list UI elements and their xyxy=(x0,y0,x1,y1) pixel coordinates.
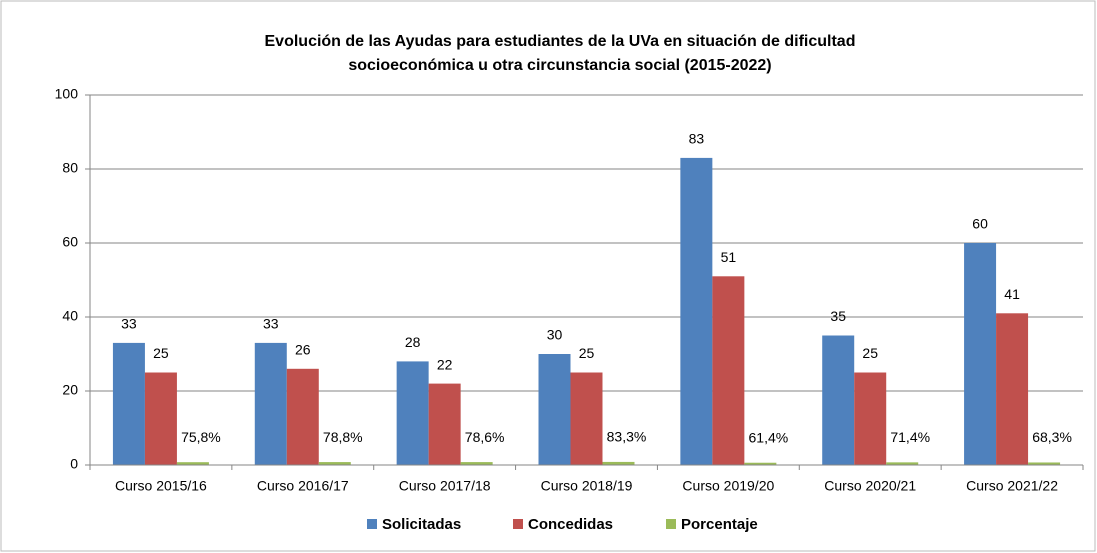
data-label: 30 xyxy=(547,327,563,343)
x-tick-label: Curso 2015/16 xyxy=(115,478,207,494)
data-label: 61,4% xyxy=(749,429,789,445)
bar xyxy=(318,462,351,465)
data-label: 83,3% xyxy=(607,429,647,445)
bar xyxy=(112,342,145,465)
data-label: 78,6% xyxy=(465,429,505,445)
bar xyxy=(602,461,635,465)
bar xyxy=(964,243,997,465)
bar xyxy=(286,368,319,465)
bar xyxy=(176,462,209,465)
bar xyxy=(822,335,855,465)
x-tick-label: Curso 2018/19 xyxy=(541,478,633,494)
x-tick-label: Curso 2019/20 xyxy=(682,478,774,494)
x-tick-label: Curso 2017/18 xyxy=(399,478,491,494)
data-label: 68,3% xyxy=(1032,429,1072,445)
data-label: 35 xyxy=(830,308,846,324)
bar xyxy=(254,342,287,465)
legend-label: Solicitadas xyxy=(382,516,461,533)
legend-label: Concedidas xyxy=(528,516,613,533)
data-label: 83 xyxy=(689,131,705,147)
y-tick-label: 60 xyxy=(62,234,78,250)
bar xyxy=(680,157,713,465)
chart-title: socioeconómica u otra circunstancia soci… xyxy=(348,57,771,74)
bar xyxy=(1028,462,1061,465)
bar xyxy=(712,276,745,465)
y-tick-label: 20 xyxy=(62,382,78,398)
data-label: 60 xyxy=(972,216,988,232)
legend-label: Porcentaje xyxy=(681,516,758,533)
data-label: 25 xyxy=(579,345,595,361)
legend-swatch xyxy=(367,519,377,529)
bar xyxy=(460,462,493,465)
legend-swatch xyxy=(666,519,676,529)
bar xyxy=(144,372,177,465)
legend-swatch xyxy=(513,519,523,529)
bar xyxy=(996,313,1029,465)
x-tick-label: Curso 2021/22 xyxy=(966,478,1058,494)
chart-title: Evolución de las Ayudas para estudiantes… xyxy=(265,33,856,50)
bar xyxy=(886,462,919,465)
y-tick-label: 40 xyxy=(62,308,78,324)
bar xyxy=(396,361,429,465)
data-label: 28 xyxy=(405,334,421,350)
bar xyxy=(570,372,603,465)
y-tick-label: 80 xyxy=(62,160,78,176)
data-label: 51 xyxy=(721,249,737,265)
y-tick-label: 0 xyxy=(70,456,78,472)
data-label: 33 xyxy=(121,316,137,332)
bar xyxy=(428,383,461,465)
data-label: 22 xyxy=(437,356,453,372)
y-tick-label: 100 xyxy=(55,86,79,102)
data-label: 71,4% xyxy=(890,429,930,445)
data-label: 41 xyxy=(1004,286,1020,302)
data-label: 75,8% xyxy=(181,429,221,445)
data-label: 26 xyxy=(295,342,311,358)
data-label: 25 xyxy=(153,345,169,361)
data-label: 25 xyxy=(862,345,878,361)
x-tick-label: Curso 2020/21 xyxy=(824,478,916,494)
data-label: 33 xyxy=(263,316,279,332)
bar xyxy=(744,462,777,465)
bar xyxy=(538,354,571,465)
data-label: 78,8% xyxy=(323,429,363,445)
bar xyxy=(854,372,887,465)
x-tick-label: Curso 2016/17 xyxy=(257,478,349,494)
